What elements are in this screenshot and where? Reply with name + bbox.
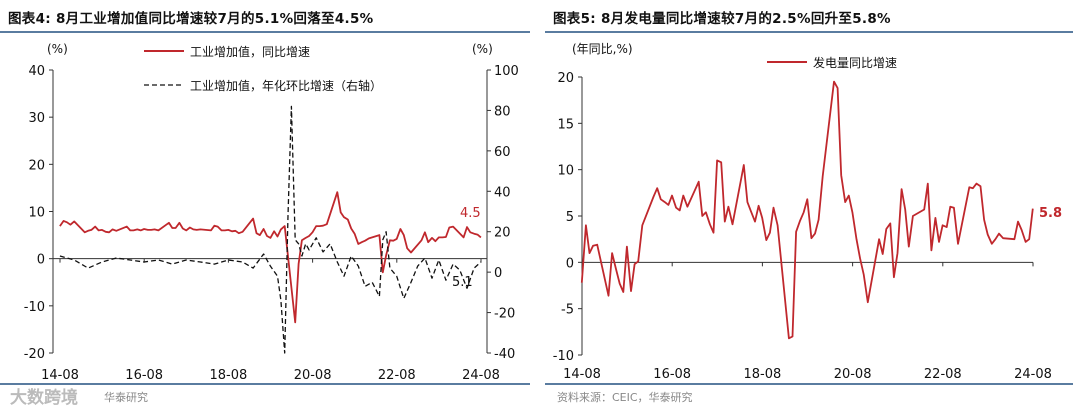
- source-note: 资料来源：CEIC，华泰研究: [557, 391, 693, 404]
- x-tick-label: 18-08: [210, 368, 248, 383]
- right-tick-label: 20: [494, 226, 511, 241]
- right-tick-label: -20: [494, 307, 515, 322]
- x-tick-label: 20-08: [834, 367, 872, 382]
- chart-2-svg: (年同比,%) -10 -5 0 5 10 15 20 14-08 16-08 18-08 20-08…: [553, 42, 1062, 382]
- series-line-1: [59, 105, 482, 354]
- right-tick-label: 40: [494, 185, 511, 200]
- x-tick-label: 24-08: [1014, 367, 1052, 382]
- x-tick-label: 22-08: [924, 367, 962, 382]
- x-tick-label: 16-08: [653, 367, 691, 382]
- left-tick-label: -10: [24, 300, 45, 315]
- data-label: 5.1: [452, 275, 473, 290]
- x-tick-label: 18-08: [744, 367, 782, 382]
- chart-1-svg: (%) (%) -20 -10 0 10 20 30 40 -40 -20 0 20 40 60 80 100 1…: [24, 42, 519, 383]
- x-tick-label: 14-08: [563, 367, 601, 382]
- chart-panel-right: 图表5: 8月发电量同比增速较7月的2.5%回升至5.8% (年同比,%) -10…: [545, 0, 1080, 413]
- left-tick-label: 40: [28, 64, 45, 79]
- watermark: 大数跨境: [10, 388, 78, 408]
- x-tick-label: 20-08: [294, 368, 332, 383]
- right-tick-label: 60: [494, 145, 511, 160]
- left-tick-label: 20: [557, 71, 574, 86]
- series-line-0: [59, 191, 482, 324]
- left-tick-label: -10: [553, 349, 574, 364]
- left-tick-label: 0: [566, 256, 574, 271]
- x-tick-label: 22-08: [378, 368, 416, 383]
- series-line-0: [580, 80, 1034, 340]
- chart-title: 图表5: 8月发电量同比增速较7月的2.5%回升至5.8%: [553, 11, 891, 27]
- left-tick-label: 20: [28, 158, 45, 173]
- left-axis-unit: (年同比,%): [572, 42, 633, 56]
- data-label: 4.5: [460, 206, 481, 221]
- x-tick-label: 14-08: [41, 368, 79, 383]
- left-tick-label: 10: [28, 206, 45, 221]
- left-tick-label: 30: [28, 111, 45, 126]
- right-tick-label: 0: [494, 266, 502, 281]
- left-tick-label: 5: [566, 210, 574, 225]
- left-axis-unit: (%): [47, 42, 68, 56]
- left-tick-label: -5: [561, 303, 574, 318]
- left-tick-label: 10: [557, 164, 574, 179]
- left-tick-label: -20: [24, 347, 45, 362]
- title-rule: [0, 31, 530, 33]
- chart-title: 图表4: 8月工业增加值同比增速较7月的5.1%回落至4.5%: [8, 11, 374, 27]
- left-tick-label: 0: [37, 253, 45, 268]
- legend-label: 工业增加值，同比增速: [190, 44, 310, 59]
- left-tick-label: 15: [557, 117, 574, 132]
- legend-label: 工业增加值，年化环比增速（右轴）: [190, 78, 382, 93]
- footer-rule: [545, 383, 1073, 385]
- footer-rule: [0, 383, 530, 385]
- chart-panel-left: 图表4: 8月工业增加值同比增速较7月的5.1%回落至4.5% (%) (%) -2…: [0, 11, 530, 408]
- right-tick-label: -40: [494, 347, 515, 362]
- right-tick-label: 80: [494, 104, 511, 119]
- title-rule: [545, 31, 1073, 33]
- right-tick-label: 100: [494, 64, 519, 79]
- right-axis-unit: (%): [472, 42, 493, 56]
- data-label: 5.8: [1039, 206, 1062, 221]
- x-tick-label: 24-08: [462, 368, 500, 383]
- source-note: 华泰研究: [104, 391, 148, 404]
- legend-label: 发电量同比增速: [813, 55, 897, 70]
- x-tick-label: 16-08: [125, 368, 163, 383]
